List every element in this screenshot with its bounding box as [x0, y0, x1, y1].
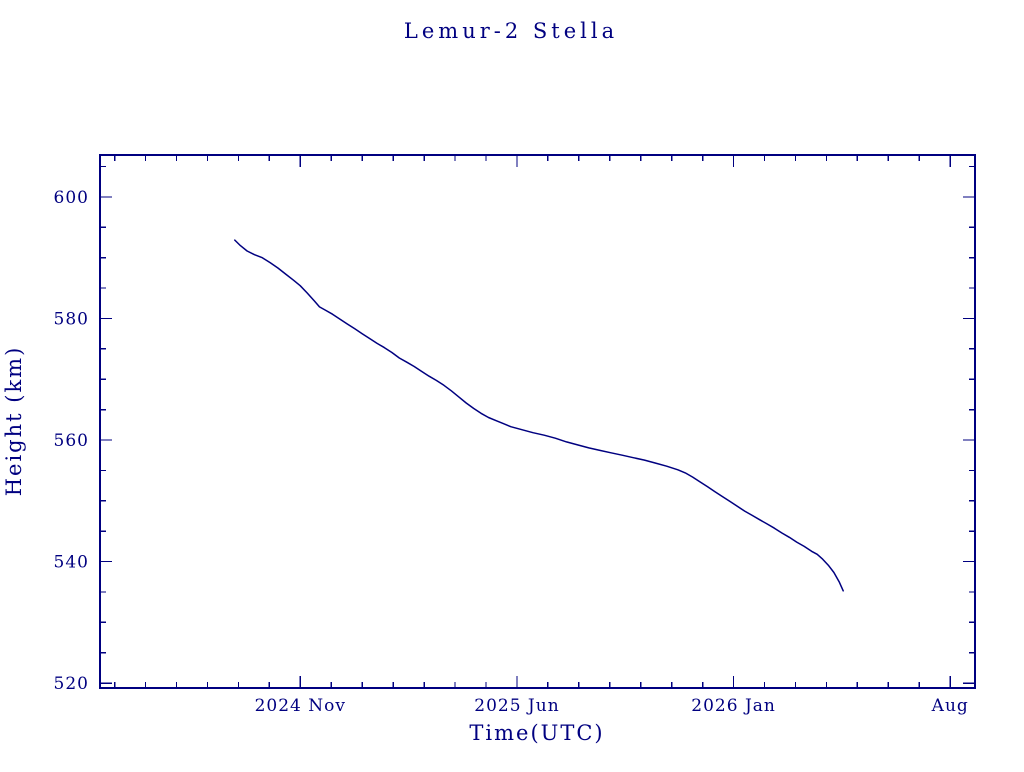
y-tick-label: 560 — [54, 431, 89, 451]
x-tick-label: 2026 Jan — [691, 696, 776, 716]
x-tick-label: 2024 Nov — [255, 696, 346, 716]
x-tick-label: Aug — [931, 696, 969, 716]
y-tick-label: 580 — [54, 309, 89, 329]
x-axis-label: Time(UTC) — [469, 721, 604, 745]
height-series — [234, 239, 844, 592]
plot-frame — [99, 154, 976, 689]
y-axis-label: Height (km) — [2, 346, 26, 497]
x-tick-label: 2025 Jun — [474, 696, 559, 716]
y-tick-label: 540 — [54, 553, 89, 573]
tick-labels: 2024 Nov 2025 Jun 2026 Jan Aug 520 540 560 580 6… — [54, 188, 969, 716]
y-tick-label: 600 — [54, 188, 89, 208]
y-tick-label: 520 — [54, 674, 89, 694]
chart-title: Lemur-2 Stella — [404, 19, 618, 43]
height-series-line — [234, 239, 844, 592]
axis-ticks — [100, 155, 975, 688]
